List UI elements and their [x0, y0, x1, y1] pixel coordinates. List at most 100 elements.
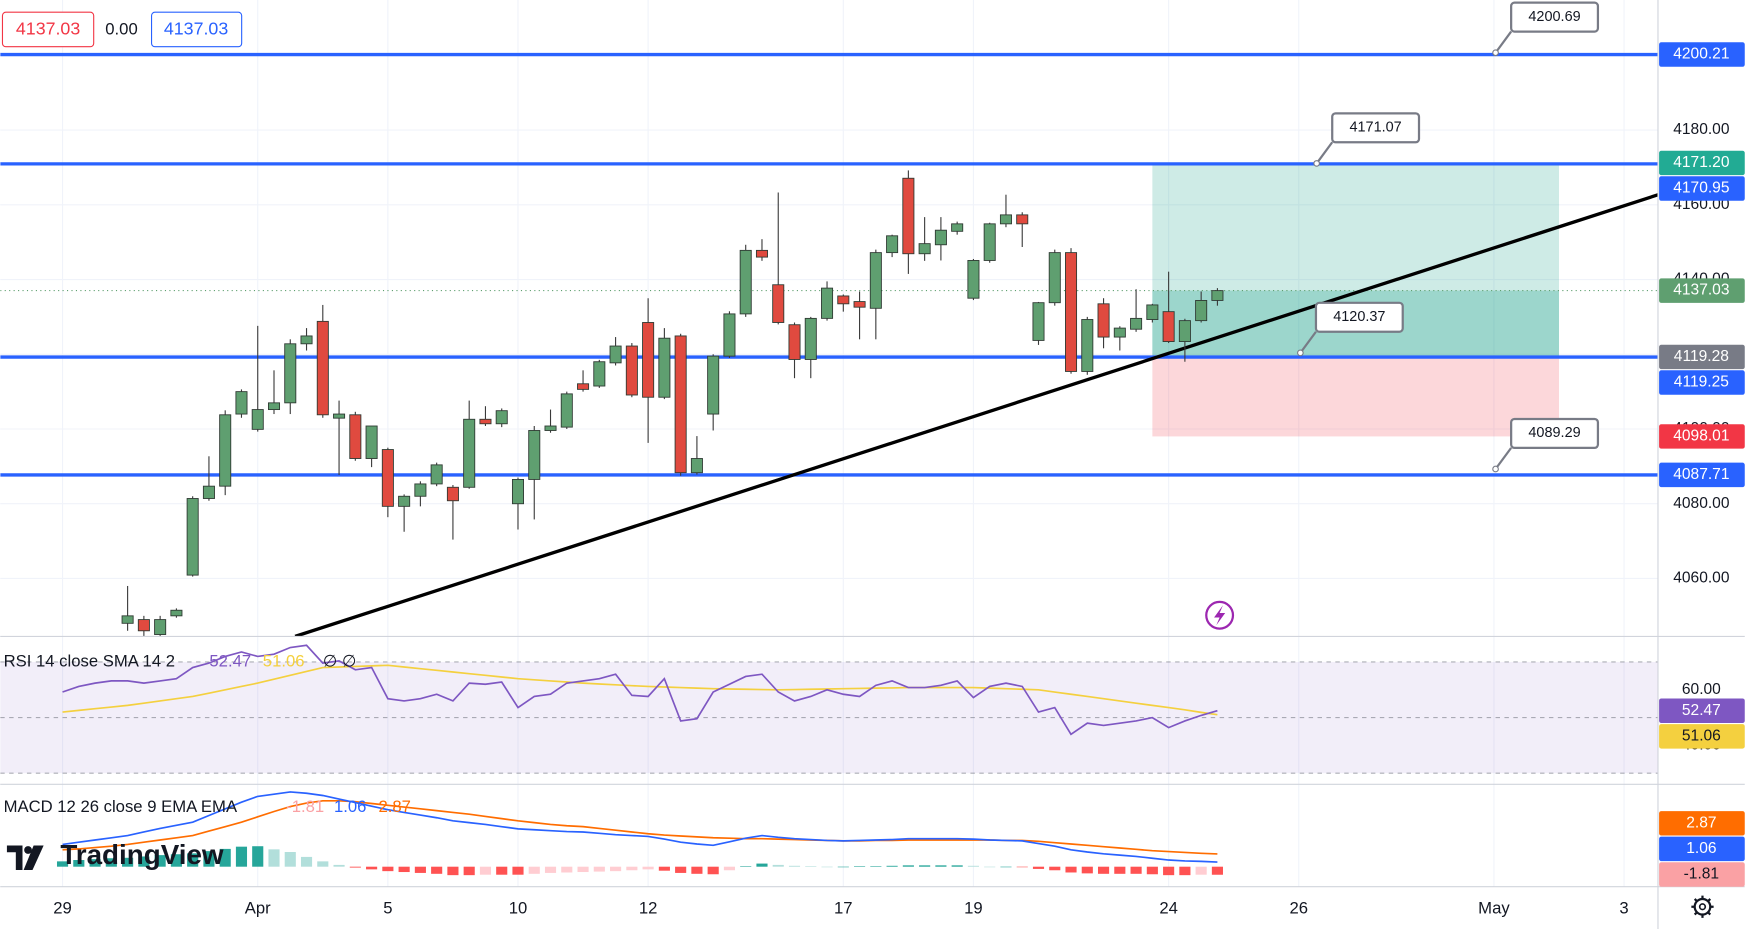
candle-body: [1178, 320, 1191, 342]
x-tick-label: 24: [1159, 898, 1178, 917]
macd-histogram-bar: [902, 865, 914, 867]
macd-histogram-bar: [463, 866, 475, 876]
macd-label-box: [1659, 836, 1745, 862]
macd-histogram-bar: [837, 866, 849, 868]
candle-body: [544, 425, 557, 431]
candle-body: [316, 320, 329, 416]
macd-histogram-bar: [56, 861, 69, 867]
macd-histogram-bar: [219, 848, 231, 867]
candle-body: [1065, 252, 1078, 372]
candle-body: [1016, 214, 1029, 225]
macd-line: [62, 791, 1218, 863]
rsi-legend-extra: ∅ ∅: [323, 651, 357, 670]
candle-body: [1162, 311, 1175, 342]
price-label: 4171.20: [1673, 154, 1730, 171]
callout-leader: [1494, 30, 1513, 54]
macd-histogram-bar: [805, 866, 817, 867]
price-label-box: [1659, 344, 1745, 370]
macd-histogram-bar: [252, 846, 264, 867]
x-tick-label: 29: [53, 898, 72, 917]
candle-body: [235, 391, 248, 415]
candle-body: [381, 449, 394, 507]
candle-body: [1113, 327, 1126, 338]
callout-leader: [1494, 447, 1513, 470]
callout-box: [1314, 301, 1404, 333]
candle-body: [642, 322, 655, 398]
candle-body: [495, 410, 508, 425]
x-tick-label: 26: [1289, 898, 1308, 917]
rsi-legend-value: 52.47: [209, 651, 251, 670]
macd-histogram-bar: [496, 866, 508, 875]
macd-histogram-bar: [398, 866, 410, 873]
candle-body: [121, 615, 134, 624]
candle-body: [837, 295, 850, 305]
callout-label: 4171.07: [1349, 120, 1401, 136]
rsi-label: 52.47: [1682, 702, 1721, 719]
macd-histogram-bar: [935, 865, 947, 867]
candle-body: [804, 317, 817, 360]
price-label: 4098.01: [1673, 428, 1729, 445]
candle-body: [983, 223, 996, 261]
macd-histogram-bar: [984, 866, 996, 868]
candle-body: [284, 343, 297, 404]
x-tick-label: May: [1478, 898, 1510, 917]
callout-point: [1492, 49, 1499, 57]
candle-body: [690, 458, 703, 474]
price-label: 4119.28: [1674, 348, 1729, 365]
rsi-legend: RSI 14 close SMA 14 2: [4, 651, 175, 670]
alert-icon[interactable]: [1205, 600, 1235, 630]
candle-body: [479, 418, 492, 425]
macd-histogram-bar: [951, 865, 963, 867]
price-label-box: [1659, 176, 1745, 201]
macd-label: 1.06: [1686, 840, 1716, 857]
macd-histogram-bar: [610, 866, 622, 872]
candle-body: [967, 260, 980, 299]
macd-histogram-bar: [431, 866, 443, 874]
macd-histogram-bar: [919, 865, 931, 867]
macd-histogram-bar: [1163, 866, 1175, 876]
x-tick-label: 3: [1619, 898, 1628, 917]
candle-body: [219, 414, 232, 487]
y-tick-label: 4080.00: [1673, 495, 1730, 512]
macd-histogram-bar: [333, 864, 345, 867]
candle-body: [821, 287, 834, 319]
candle-body: [463, 418, 476, 488]
rsi-line: [62, 644, 1218, 736]
candle-body: [1032, 302, 1045, 341]
macd-histogram-bar: [561, 866, 573, 873]
rsi-tick-label: 60.00: [1682, 681, 1721, 698]
macd-histogram-bar: [479, 866, 492, 875]
candle-body: [951, 223, 964, 232]
callout-label: 4089.29: [1528, 425, 1580, 441]
macd-histogram-label-box: [1659, 862, 1745, 887]
macd-histogram-bar: [788, 865, 801, 867]
candle-body: [1048, 252, 1061, 304]
candle-body: [755, 249, 768, 258]
macd-legend: MACD 12 26 close 9 EMA EMA: [4, 797, 238, 816]
macd-histogram-bar: [967, 865, 979, 867]
macd-histogram-bar: [1146, 866, 1158, 875]
macd-histogram-bar: [626, 866, 638, 871]
candle-body: [267, 402, 281, 411]
macd-histogram-bar: [675, 866, 687, 873]
macd-histogram-bar: [1114, 866, 1126, 874]
price-label: 4137.03: [1673, 282, 1729, 299]
candle-body: [251, 409, 264, 430]
macd-histogram-bar: [544, 866, 557, 873]
price-label-box: [1659, 278, 1745, 303]
candle-body: [577, 383, 590, 390]
macd-histogram-bar: [512, 866, 524, 875]
settings-icon[interactable]: [1691, 895, 1714, 918]
macd-histogram-bar: [756, 863, 768, 867]
candle-body: [723, 313, 736, 357]
candle-body: [1097, 303, 1110, 338]
macd-histogram-bar: [854, 866, 866, 867]
candle-body: [739, 249, 752, 315]
logo: TradingView: [6, 839, 224, 871]
x-tick-label: 10: [509, 898, 528, 917]
macd-histogram-bar: [235, 846, 248, 867]
macd-histogram-bar: [1065, 866, 1077, 873]
